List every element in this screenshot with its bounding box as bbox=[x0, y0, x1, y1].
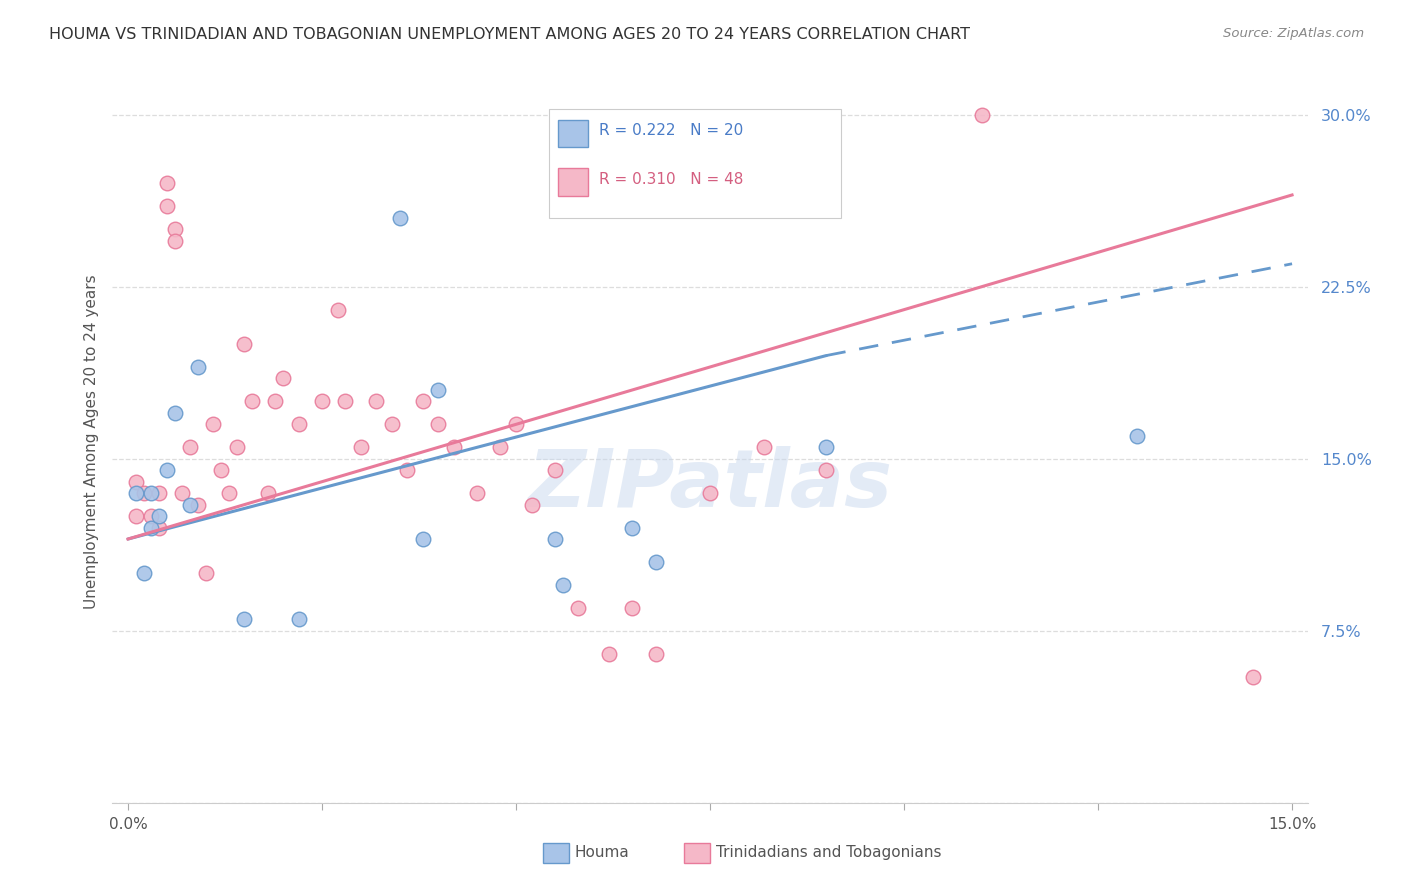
Point bbox=[287, 612, 309, 626]
Point bbox=[194, 566, 217, 581]
Point bbox=[233, 337, 256, 351]
Point bbox=[271, 371, 294, 385]
Point bbox=[644, 555, 666, 569]
FancyBboxPatch shape bbox=[683, 843, 710, 863]
Point bbox=[443, 440, 465, 454]
Point bbox=[148, 486, 170, 500]
Point bbox=[551, 578, 574, 592]
Point bbox=[202, 417, 225, 432]
Point bbox=[815, 440, 838, 454]
Point bbox=[218, 486, 240, 500]
Point bbox=[489, 440, 512, 454]
Text: ZIPatlas: ZIPatlas bbox=[527, 446, 893, 524]
Point bbox=[132, 566, 155, 581]
FancyBboxPatch shape bbox=[558, 169, 588, 196]
Point bbox=[644, 647, 666, 661]
Point bbox=[388, 211, 411, 225]
Point bbox=[505, 417, 527, 432]
Point bbox=[544, 463, 567, 477]
FancyBboxPatch shape bbox=[543, 843, 569, 863]
Point bbox=[1241, 670, 1264, 684]
Point bbox=[156, 463, 179, 477]
Point bbox=[187, 498, 209, 512]
Text: R = 0.310   N = 48: R = 0.310 N = 48 bbox=[599, 172, 744, 186]
Point bbox=[256, 486, 278, 500]
Point bbox=[156, 177, 179, 191]
Point bbox=[163, 234, 186, 248]
Point bbox=[621, 520, 644, 534]
Point bbox=[132, 486, 155, 500]
Point bbox=[427, 417, 450, 432]
Point bbox=[125, 509, 148, 524]
Point bbox=[396, 463, 419, 477]
Point bbox=[567, 600, 589, 615]
FancyBboxPatch shape bbox=[548, 109, 842, 218]
Point bbox=[179, 498, 201, 512]
Point bbox=[598, 647, 620, 661]
Point bbox=[125, 475, 148, 489]
Point bbox=[1126, 429, 1149, 443]
Point bbox=[520, 498, 543, 512]
Point bbox=[187, 359, 209, 374]
Text: Source: ZipAtlas.com: Source: ZipAtlas.com bbox=[1223, 27, 1364, 40]
Point bbox=[209, 463, 232, 477]
Point bbox=[381, 417, 404, 432]
Point bbox=[465, 486, 488, 500]
Point bbox=[141, 486, 163, 500]
Point bbox=[141, 520, 163, 534]
Point bbox=[240, 394, 263, 409]
Point bbox=[350, 440, 373, 454]
Point bbox=[225, 440, 247, 454]
Point bbox=[125, 486, 148, 500]
Point bbox=[141, 509, 163, 524]
Point bbox=[335, 394, 357, 409]
Point bbox=[163, 222, 186, 236]
Point bbox=[699, 486, 721, 500]
Point bbox=[148, 509, 170, 524]
Text: Houma: Houma bbox=[575, 845, 630, 860]
Point bbox=[412, 394, 434, 409]
Text: R = 0.222   N = 20: R = 0.222 N = 20 bbox=[599, 123, 744, 138]
Point bbox=[163, 406, 186, 420]
Point bbox=[179, 440, 201, 454]
Point bbox=[172, 486, 194, 500]
Point bbox=[544, 532, 567, 546]
Y-axis label: Unemployment Among Ages 20 to 24 years: Unemployment Among Ages 20 to 24 years bbox=[83, 274, 98, 609]
Point bbox=[621, 600, 644, 615]
Point bbox=[264, 394, 287, 409]
Point bbox=[287, 417, 309, 432]
Text: HOUMA VS TRINIDADIAN AND TOBAGONIAN UNEMPLOYMENT AMONG AGES 20 TO 24 YEARS CORRE: HOUMA VS TRINIDADIAN AND TOBAGONIAN UNEM… bbox=[49, 27, 970, 42]
Point bbox=[427, 383, 450, 397]
Point bbox=[366, 394, 388, 409]
Point bbox=[412, 532, 434, 546]
Point bbox=[754, 440, 776, 454]
FancyBboxPatch shape bbox=[558, 120, 588, 147]
Point bbox=[970, 108, 993, 122]
Point bbox=[156, 199, 179, 213]
Text: Trinidadians and Tobagonians: Trinidadians and Tobagonians bbox=[716, 845, 942, 860]
Point bbox=[233, 612, 256, 626]
Point bbox=[815, 463, 838, 477]
Point bbox=[148, 520, 170, 534]
Point bbox=[326, 302, 349, 317]
Point bbox=[311, 394, 333, 409]
